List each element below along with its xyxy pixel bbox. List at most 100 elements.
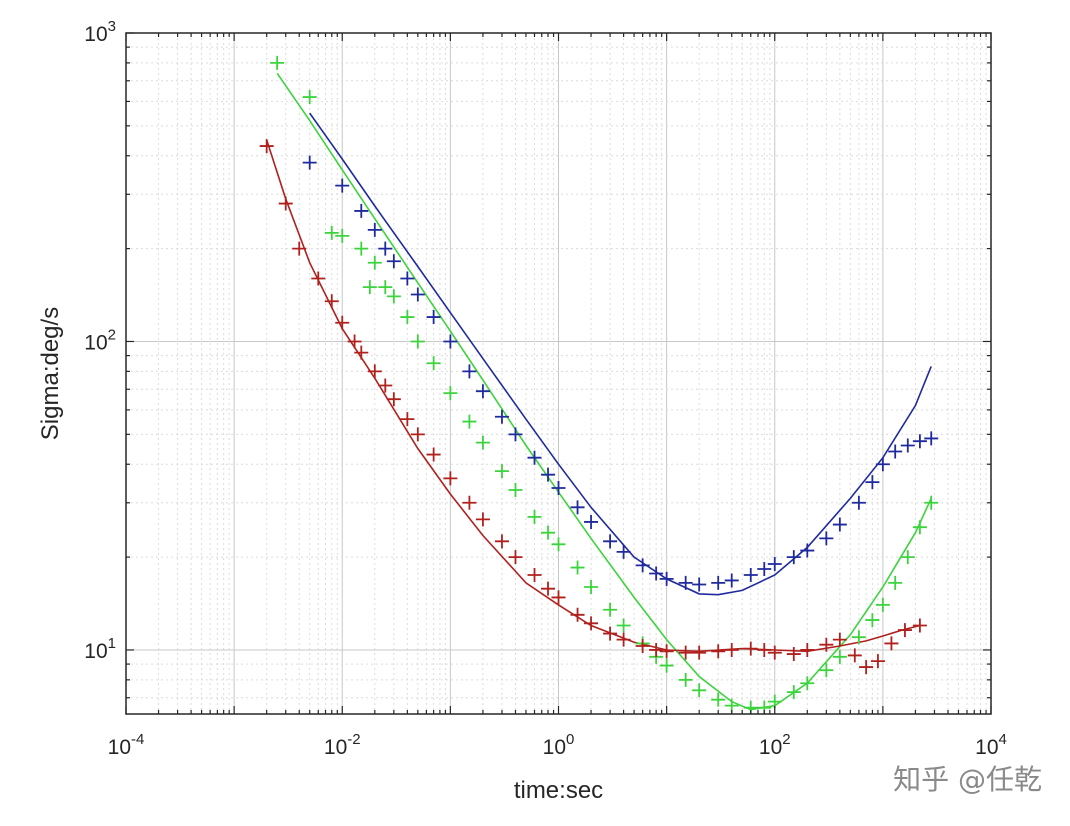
series-layer <box>259 55 939 715</box>
fit-line-0 <box>309 112 932 596</box>
data-point <box>400 271 415 286</box>
data-point <box>541 467 556 482</box>
y-axis-label: Sigma:deg/s <box>37 307 64 440</box>
data-point <box>659 571 674 586</box>
data-point <box>832 517 847 532</box>
data-point <box>757 642 772 657</box>
data-point <box>462 495 477 510</box>
data-point <box>410 427 425 442</box>
data-point <box>378 378 393 393</box>
data-point <box>259 139 274 154</box>
data-point <box>767 556 782 571</box>
data-point <box>635 558 650 573</box>
fit-line-2 <box>265 139 921 653</box>
data-point <box>508 483 523 498</box>
data-point <box>426 356 441 371</box>
data-point <box>362 280 377 295</box>
data-point <box>678 645 693 660</box>
data-point <box>541 581 556 596</box>
x-tick-label: 104 <box>975 731 1007 759</box>
data-point <box>311 271 326 286</box>
data-point <box>527 450 542 465</box>
data-point <box>847 648 862 663</box>
data-point <box>724 642 739 657</box>
data-point <box>443 386 458 401</box>
data-point <box>912 434 927 449</box>
data-point <box>603 626 618 641</box>
data-point <box>570 500 585 515</box>
data-point <box>757 561 772 576</box>
data-point <box>743 641 758 656</box>
data-point <box>888 575 903 590</box>
data-point <box>335 315 350 330</box>
y-tick-label: 101 <box>84 635 116 663</box>
y-tick-label: 103 <box>84 18 116 46</box>
data-point <box>347 334 362 349</box>
data-point <box>832 649 847 664</box>
data-point <box>475 384 490 399</box>
data-point <box>616 632 631 647</box>
data-point <box>900 438 915 453</box>
data-point <box>475 435 490 450</box>
data-point <box>603 602 618 617</box>
data-point <box>888 444 903 459</box>
data-point <box>354 241 369 256</box>
data-point <box>386 289 401 304</box>
data-point <box>711 692 726 707</box>
data-point <box>711 644 726 659</box>
series-0-markers <box>302 155 939 592</box>
data-point <box>819 531 834 546</box>
data-point <box>659 644 674 659</box>
x-tick-labels: 10-4 10-2 100 102 104 <box>108 731 1007 759</box>
series-2-markers <box>259 139 927 675</box>
data-point <box>508 427 523 442</box>
data-point <box>400 310 415 325</box>
data-point <box>278 196 293 211</box>
data-point <box>475 512 490 527</box>
data-point <box>443 334 458 349</box>
data-point <box>335 228 350 243</box>
data-point <box>859 660 874 675</box>
data-point <box>410 287 425 302</box>
y-tick-labels: 101 102 103 <box>84 18 116 663</box>
data-point <box>875 597 890 612</box>
data-point <box>678 575 693 590</box>
data-point <box>659 658 674 673</box>
data-point <box>378 241 393 256</box>
data-point <box>527 509 542 524</box>
data-point <box>324 225 339 240</box>
x-tick-label: 102 <box>759 731 791 759</box>
data-point <box>800 676 815 691</box>
data-point <box>819 663 834 678</box>
data-point <box>354 345 369 360</box>
data-point <box>494 534 509 549</box>
data-point <box>851 630 866 645</box>
data-point <box>870 654 885 669</box>
data-point <box>692 683 707 698</box>
data-point <box>584 616 599 631</box>
data-point <box>616 618 631 633</box>
data-point <box>426 447 441 462</box>
watermark: 知乎 @任乾 <box>893 763 1042 796</box>
data-point <box>270 55 285 70</box>
data-point <box>570 560 585 575</box>
grid <box>125 32 992 714</box>
x-tick-label: 10-2 <box>324 731 361 759</box>
data-point <box>354 203 369 218</box>
data-point <box>584 514 599 529</box>
data-point <box>924 495 939 510</box>
data-point <box>800 642 815 657</box>
data-point <box>386 254 401 269</box>
data-point <box>897 623 912 638</box>
data-point <box>924 431 939 446</box>
data-point <box>410 334 425 349</box>
data-point <box>378 280 393 295</box>
x-axis-label: time:sec <box>514 777 603 804</box>
data-point <box>743 567 758 582</box>
data-point <box>875 457 890 472</box>
series-1-markers <box>270 55 939 715</box>
data-point <box>494 464 509 479</box>
data-point <box>400 412 415 427</box>
data-point <box>786 685 801 700</box>
data-point <box>335 178 350 193</box>
